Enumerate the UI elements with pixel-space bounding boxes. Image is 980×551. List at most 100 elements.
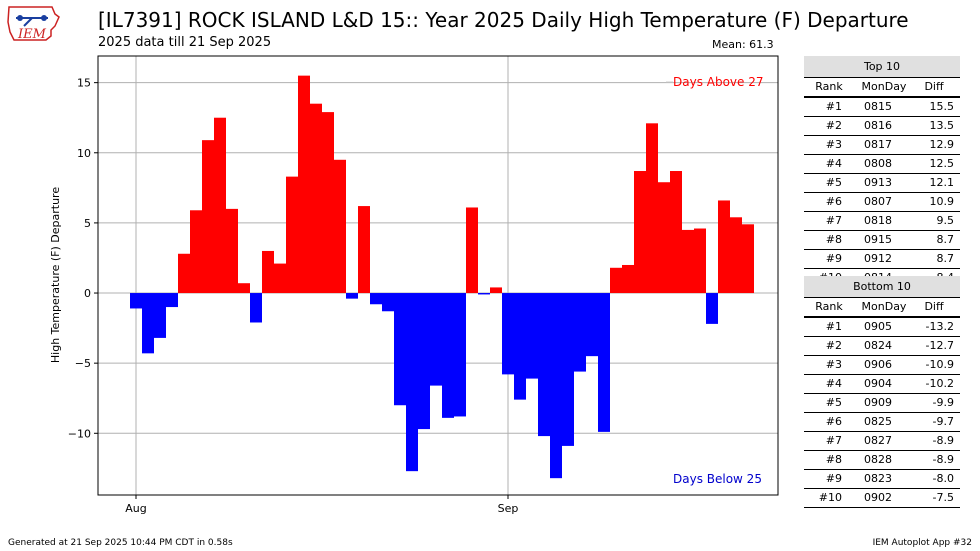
rank-cell: #10 — [818, 491, 842, 504]
rank-cell: #6 — [825, 195, 842, 208]
rank-cell: #5 — [825, 176, 842, 189]
col-rank: Rank — [815, 80, 843, 93]
rank-cell: #7 — [825, 214, 842, 227]
col-diff: Diff — [924, 300, 944, 313]
bar — [742, 224, 754, 294]
rank-cell: #7 — [825, 434, 842, 447]
diff-cell: -10.2 — [925, 377, 954, 390]
monday-cell: 0904 — [864, 377, 892, 390]
monday-cell: 0816 — [864, 119, 892, 132]
bar — [646, 123, 658, 294]
rank-cell: #8 — [825, 453, 842, 466]
table-row: #2 0824 -12.7 — [804, 337, 960, 356]
days-below-label: Days Below 25 — [673, 472, 762, 486]
bar — [538, 293, 550, 437]
top10-title: Top 10 — [804, 56, 960, 78]
table-row: #10 0902 -7.5 — [804, 489, 960, 508]
bar — [130, 293, 142, 309]
bar — [358, 206, 370, 294]
table-row: #6 0807 10.9 — [804, 193, 960, 212]
diff-cell: -8.9 — [932, 434, 954, 447]
x-axis-ticks: Aug Sep — [125, 495, 518, 515]
monday-cell: 0815 — [864, 100, 892, 113]
y-tick-label: 5 — [84, 217, 91, 230]
bar — [598, 293, 610, 432]
bar — [250, 293, 262, 323]
rank-cell: #6 — [825, 415, 842, 428]
col-monday: MonDay — [861, 300, 907, 313]
bar — [658, 182, 670, 294]
iowa-outline — [7, 6, 60, 41]
monday-cell: 0902 — [864, 491, 892, 504]
table-row: #3 0817 12.9 — [804, 136, 960, 155]
bar — [550, 293, 562, 479]
table-row: #5 0909 -9.9 — [804, 394, 960, 413]
bar — [298, 75, 310, 294]
table-row: #8 0915 8.7 — [804, 231, 960, 250]
table-row: #5 0913 12.1 — [804, 174, 960, 193]
plot-frame — [97, 55, 779, 496]
diff-cell: -9.7 — [932, 415, 954, 428]
rank-cell: #3 — [825, 138, 842, 151]
monday-cell: 0905 — [864, 320, 892, 333]
x-tick-label: Sep — [498, 502, 519, 515]
bar — [634, 171, 646, 294]
diff-cell: 15.5 — [929, 100, 955, 113]
y-axis-ticks: −10 −5 0 5 10 15 — [68, 77, 98, 440]
bar — [430, 293, 442, 386]
monday-cell: 0906 — [864, 358, 892, 371]
table-row: #9 0823 -8.0 — [804, 470, 960, 489]
top10-table: Top 10 Rank MonDay Diff #1 0815 15.5 #2 0816… — [804, 56, 960, 288]
col-monday: MonDay — [861, 80, 907, 93]
bottom10-table: Bottom 10 Rank MonDay Diff #1 0905 -13.2 #2… — [804, 276, 960, 508]
diff-cell: 13.5 — [929, 119, 955, 132]
table-row: #8 0828 -8.9 — [804, 451, 960, 470]
bar — [322, 112, 334, 294]
table-row: #4 0808 12.5 — [804, 155, 960, 174]
bar — [694, 228, 706, 294]
bar — [526, 293, 538, 379]
rank-cell: #8 — [825, 233, 842, 246]
diff-cell: 10.9 — [929, 195, 955, 208]
diff-cell: 12.9 — [929, 138, 955, 151]
bar — [370, 293, 382, 305]
rank-cell: #9 — [825, 252, 842, 265]
chart-area: −10 −5 0 5 10 15 Aug Sep Days Above 27 Days Be… — [49, 55, 779, 515]
bar — [154, 293, 166, 338]
x-tick-label: Aug — [125, 502, 146, 515]
bar — [706, 293, 718, 324]
bar — [286, 176, 298, 294]
diff-cell: 8.7 — [936, 233, 955, 246]
bar — [490, 287, 502, 294]
bar — [622, 264, 634, 294]
bar — [442, 293, 454, 418]
table-row: #7 0827 -8.9 — [804, 432, 960, 451]
bar — [178, 253, 190, 294]
bar — [454, 293, 466, 417]
bar — [214, 117, 226, 294]
bar — [610, 267, 622, 294]
chart-title: [IL7391] ROCK ISLAND L&D 15:: Year 2025 … — [98, 8, 909, 32]
y-tick-label: 15 — [77, 77, 91, 90]
monday-cell: 0912 — [864, 252, 892, 265]
bar — [382, 293, 394, 312]
bar — [574, 293, 586, 372]
table-row: #1 0905 -13.2 — [804, 318, 960, 337]
bar — [682, 229, 694, 294]
logo-dot — [17, 15, 23, 21]
rank-cell: #5 — [825, 396, 842, 409]
diff-cell: 12.5 — [929, 157, 955, 170]
bottom10-title: Bottom 10 — [804, 276, 960, 298]
rank-cell: #4 — [825, 377, 842, 390]
bar — [238, 283, 250, 294]
generated-timestamp: Generated at 21 Sep 2025 10:44 PM CDT in… — [8, 538, 233, 548]
bar — [394, 293, 406, 406]
table-row: #3 0906 -10.9 — [804, 356, 960, 375]
monday-cell: 0825 — [864, 415, 892, 428]
rank-cell: #1 — [825, 100, 842, 113]
table-row: #7 0818 9.5 — [804, 212, 960, 231]
monday-cell: 0828 — [864, 453, 892, 466]
app-label: IEM Autoplot App #32 — [872, 538, 972, 548]
diff-cell: -12.7 — [925, 339, 954, 352]
bar — [346, 293, 358, 299]
